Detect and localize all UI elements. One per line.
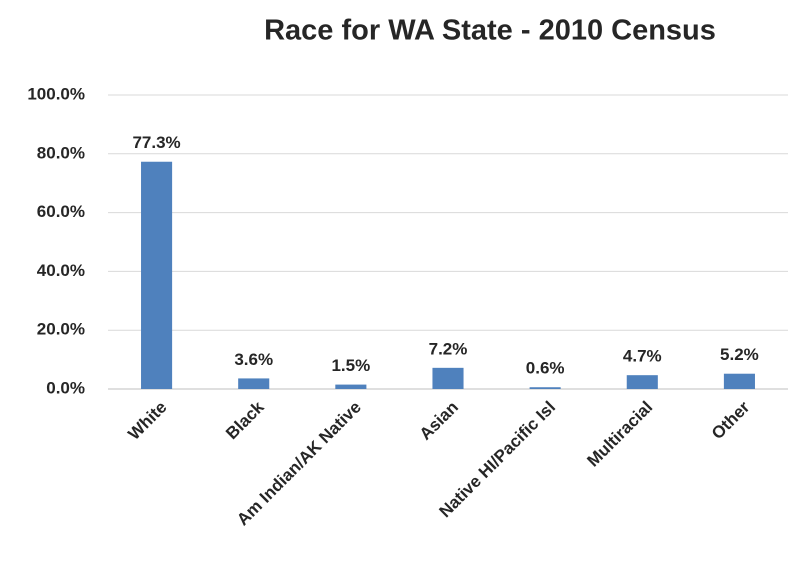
- value-label: 1.5%: [331, 356, 370, 375]
- x-tick-label: White: [124, 398, 170, 444]
- value-label: 77.3%: [132, 133, 180, 152]
- bar: [141, 161, 173, 389]
- x-tick-label: Other: [708, 397, 754, 443]
- x-tick-label: Asian: [416, 398, 462, 444]
- value-label: 7.2%: [429, 339, 468, 358]
- bar: [626, 375, 658, 389]
- bar: [723, 373, 755, 389]
- y-tick-label: 20.0%: [37, 320, 85, 339]
- x-tick-label: Black: [222, 397, 268, 443]
- bar: [335, 384, 367, 389]
- value-label: 5.2%: [720, 345, 759, 364]
- value-label: 0.6%: [526, 359, 565, 378]
- bar: [238, 378, 270, 389]
- y-tick-label: 0.0%: [46, 378, 85, 397]
- x-tick-label: Multiracial: [583, 398, 656, 471]
- y-tick-label: 40.0%: [37, 261, 85, 280]
- bar: [529, 387, 561, 389]
- y-tick-label: 100.0%: [27, 84, 85, 103]
- value-label: 3.6%: [234, 350, 273, 369]
- value-label: 4.7%: [623, 347, 662, 366]
- y-tick-label: 60.0%: [37, 202, 85, 221]
- bar: [432, 367, 464, 389]
- chart-title: Race for WA State - 2010 Census: [264, 15, 716, 47]
- y-tick-label: 80.0%: [37, 143, 85, 162]
